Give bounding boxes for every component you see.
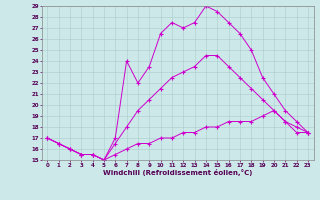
X-axis label: Windchill (Refroidissement éolien,°C): Windchill (Refroidissement éolien,°C)	[103, 169, 252, 176]
